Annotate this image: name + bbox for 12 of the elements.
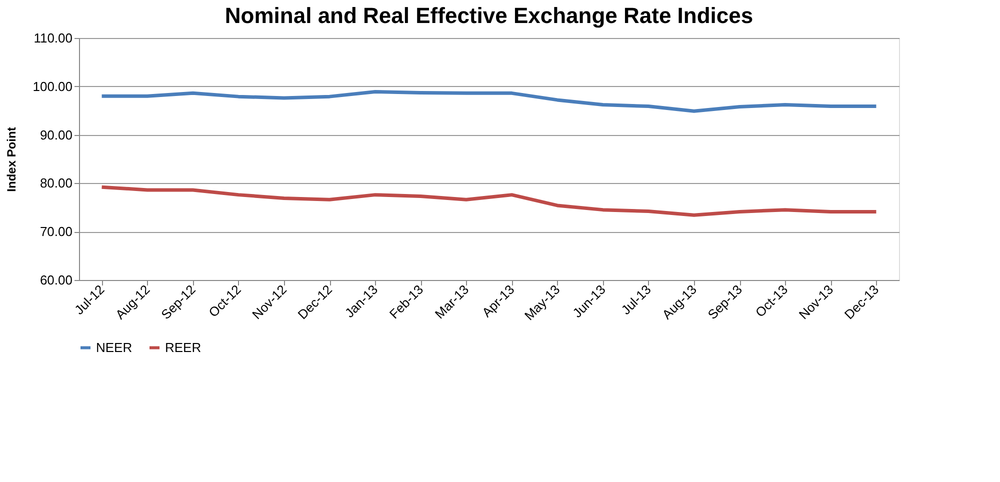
y-tick-label: 60.00 xyxy=(40,272,72,288)
y-tick-label: 70.00 xyxy=(40,224,72,240)
chart-title: Nominal and Real Effective Exchange Rate Indices xyxy=(224,3,754,28)
y-tick-label: 110.00 xyxy=(34,30,72,46)
y-tick-label: 90.00 xyxy=(40,127,72,142)
y-axis-title: Index Point xyxy=(4,127,19,192)
y-tick-label: 80.00 xyxy=(40,176,72,191)
legend-label: NEER xyxy=(96,340,132,355)
legend-label: REER xyxy=(165,340,202,355)
line-series xyxy=(100,90,878,113)
line-series xyxy=(100,185,878,217)
y-tick-label: 100.00 xyxy=(32,78,72,94)
